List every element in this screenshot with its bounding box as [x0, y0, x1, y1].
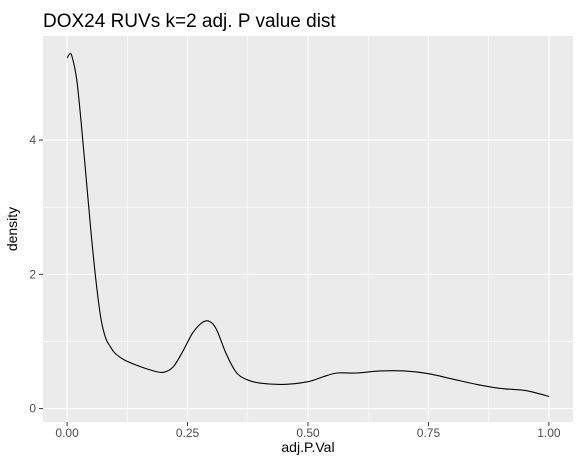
chart-title: DOX24 RUVs k=2 adj. P value dist [43, 11, 336, 32]
y-tick-label: 0 [29, 402, 36, 416]
x-tick-label: 1.00 [537, 426, 561, 440]
y-axis-ticks: 0 2 4 [29, 133, 43, 416]
x-axis-title: adj.P.Val [281, 439, 334, 455]
y-tick-label: 2 [29, 267, 36, 281]
gridlines [43, 36, 573, 422]
x-axis-ticks: 0.00 0.25 0.50 0.75 1.00 [55, 422, 561, 440]
x-tick-label: 0.50 [296, 426, 320, 440]
y-axis-title: density [4, 207, 20, 251]
x-tick-label: 0.75 [417, 426, 441, 440]
x-tick-label: 0.25 [176, 426, 200, 440]
x-tick-label: 0.00 [55, 426, 79, 440]
y-tick-label: 4 [29, 133, 36, 147]
density-curve [66, 52, 550, 398]
